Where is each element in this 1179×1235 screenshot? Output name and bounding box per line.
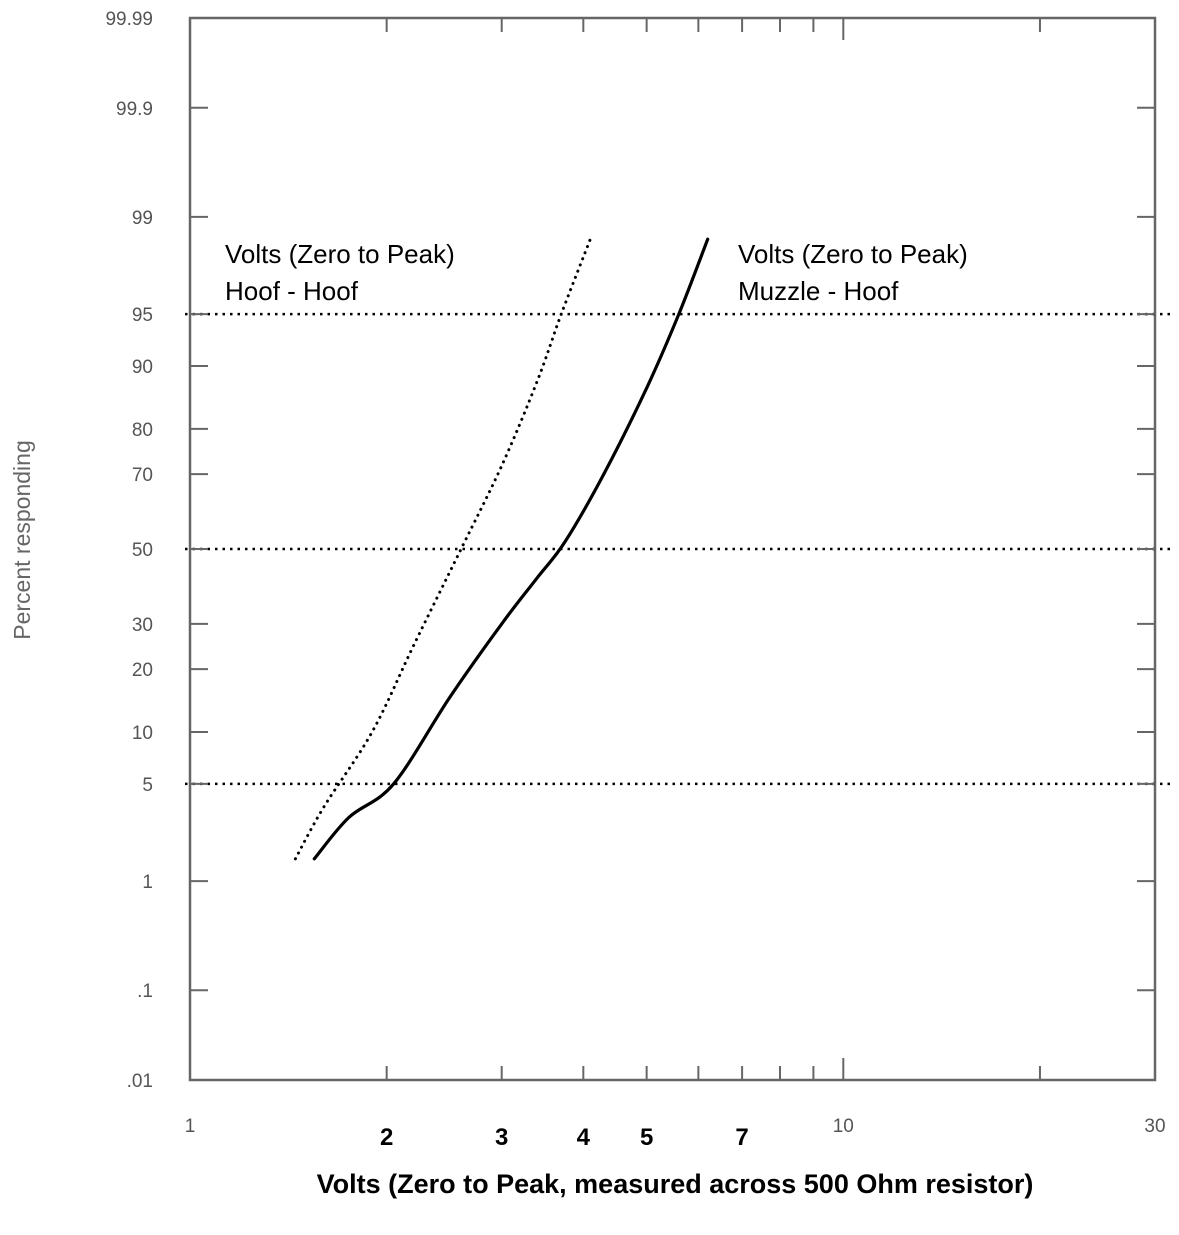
x-tick-label-bold: 2 [380, 1124, 393, 1151]
y-tick-label: 20 [132, 660, 153, 681]
x-tick-label-bold: 5 [640, 1124, 653, 1151]
muzzle-hoof-curve [312, 237, 710, 861]
y-tick-label: 99.9 [116, 99, 153, 120]
y-tick-label: 95 [132, 305, 153, 326]
x-axis-label: Volts (Zero to Peak, measured across 500… [317, 1169, 1034, 1199]
x-tick-label: 1 [185, 1116, 196, 1137]
y-tick-label: 99.99 [105, 9, 153, 30]
y-axis-label: Percent responding [9, 440, 35, 639]
annotation-muzzle-line1: Volts (Zero to Peak) [738, 239, 968, 269]
y-tick-label: 1 [142, 872, 153, 893]
y-tick-label: .1 [137, 981, 153, 1002]
x-tick-label-bold: 4 [577, 1124, 591, 1151]
x-tick-label-bold: 7 [735, 1124, 748, 1151]
annotation-muzzle-line2: Muzzle - Hoof [738, 276, 899, 306]
annotation-hoof-line1: Volts (Zero to Peak) [225, 239, 455, 269]
annotation-hoof-line2: Hoof - Hoof [225, 276, 359, 306]
y-tick-label: 70 [132, 465, 153, 486]
x-tick-label-bold: 3 [495, 1124, 508, 1151]
y-tick-label: 99 [132, 208, 153, 229]
y-tick-label: 50 [132, 540, 153, 561]
y-tick-label: 80 [132, 420, 153, 441]
y-tick-label: 90 [132, 357, 153, 378]
x-tick-label: 30 [1144, 1116, 1165, 1137]
x-tick-label: 10 [833, 1116, 854, 1137]
y-tick-label: .01 [127, 1071, 153, 1092]
y-tick-label: 5 [142, 775, 153, 796]
y-tick-label: 30 [132, 615, 153, 636]
y-tick-label: 10 [132, 723, 153, 744]
hoof-hoof-curve [293, 237, 592, 861]
